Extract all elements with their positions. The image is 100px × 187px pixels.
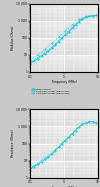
Legend: measurement, 4-element model (Figure 31a), 4-element model (Figure 31b): measurement, 4-element model (Figure 31a… — [31, 88, 69, 94]
Y-axis label: Reactance (Ohms): Reactance (Ohms) — [11, 130, 15, 157]
X-axis label: Frequency (MHz): Frequency (MHz) — [52, 80, 76, 84]
X-axis label: Frequency (MHz): Frequency (MHz) — [52, 186, 76, 187]
Y-axis label: Modulus (Ohms): Modulus (Ohms) — [11, 26, 15, 50]
